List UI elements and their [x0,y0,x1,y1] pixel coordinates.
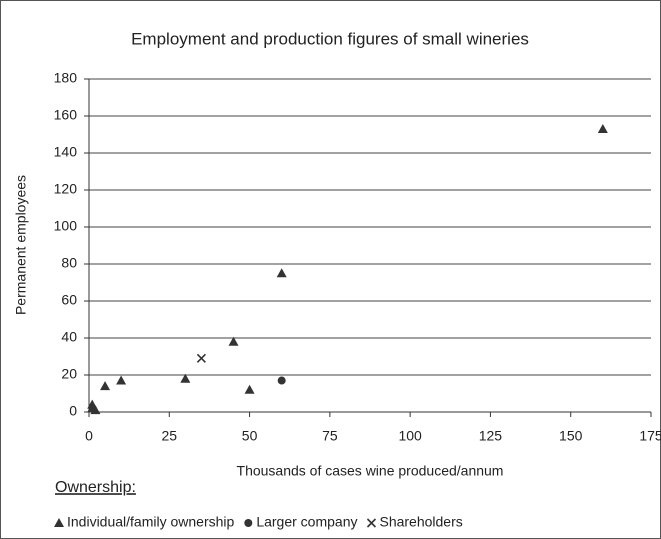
legend-label: Shareholders [379,514,462,530]
legend-marker [366,518,377,528]
x-axis-label: Thousands of cases wine produced/annum [237,463,504,479]
point [244,384,255,394]
point [100,381,111,391]
y-axis-label: Permanent employees [13,175,29,315]
y-tick-label: 180 [54,70,78,86]
legend-marker [54,518,64,527]
legend-marker [244,519,253,527]
point [228,336,239,346]
legend-label: Larger company [256,514,357,530]
legend-title: Ownership: [55,479,136,496]
x-tick-label: 150 [559,428,583,444]
y-tick-label: 40 [61,329,77,345]
y-tick-label: 160 [54,107,78,123]
y-tick-label: 100 [54,218,78,234]
x-tick-label: 100 [398,428,422,444]
y-tick-label: 80 [61,255,77,271]
point [196,353,206,363]
point [180,373,191,383]
y-tick-label: 20 [61,366,77,382]
point [90,405,101,415]
x-tick-label: 25 [161,428,177,444]
chart-title: Employment and production figures of sma… [131,29,529,48]
point [597,123,608,133]
point [116,375,127,385]
y-tick-label: 140 [54,144,78,160]
y-tick-label: 120 [54,181,78,197]
x-tick-label: 175 [639,428,661,444]
x-tick-label: 75 [322,428,338,444]
x-tick-label: 125 [479,428,503,444]
x-tick-label: 50 [242,428,258,444]
legend-label: Individual/family ownership [67,514,235,530]
x-tick-label: 0 [85,428,93,444]
y-tick-label: 0 [69,403,77,419]
point [276,268,287,278]
y-tick-label: 60 [61,292,77,308]
point [277,376,286,385]
